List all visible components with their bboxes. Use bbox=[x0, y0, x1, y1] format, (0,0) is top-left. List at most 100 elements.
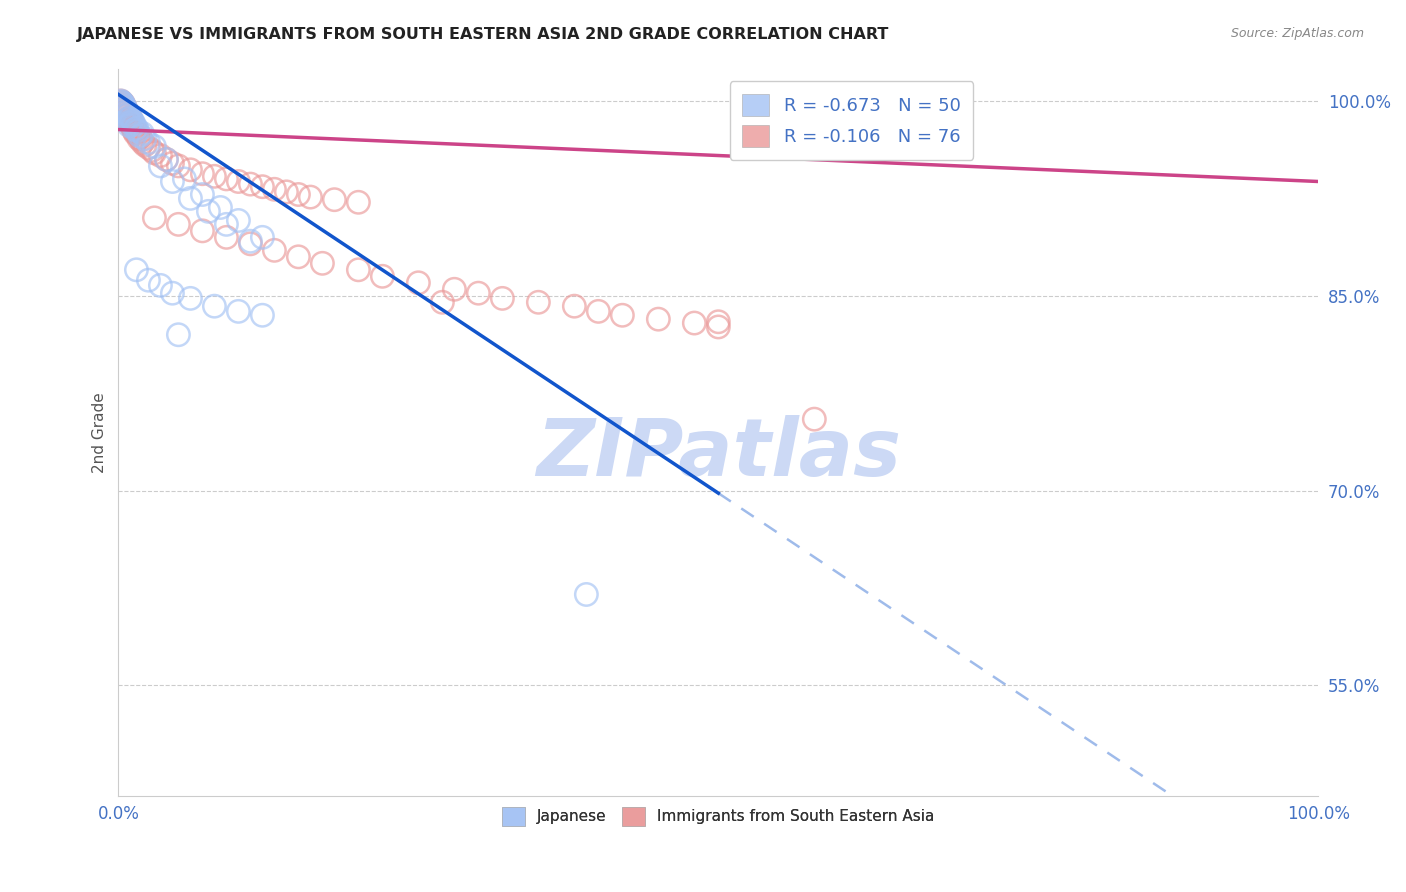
Point bbox=[149, 148, 172, 162]
Point bbox=[115, 104, 138, 119]
Point bbox=[125, 262, 148, 277]
Point bbox=[707, 320, 730, 334]
Point bbox=[118, 110, 141, 124]
Point bbox=[167, 218, 190, 232]
Point bbox=[125, 125, 148, 139]
Text: ZIPatlas: ZIPatlas bbox=[536, 415, 901, 493]
Point bbox=[131, 136, 153, 150]
Point bbox=[129, 130, 152, 145]
Point bbox=[252, 308, 274, 322]
Point bbox=[155, 153, 177, 167]
Point bbox=[162, 156, 184, 170]
Point bbox=[179, 292, 201, 306]
Point bbox=[647, 312, 669, 326]
Point bbox=[311, 256, 333, 270]
Point bbox=[612, 308, 634, 322]
Point bbox=[114, 105, 136, 120]
Point bbox=[114, 102, 136, 116]
Point bbox=[299, 190, 322, 204]
Point bbox=[252, 230, 274, 244]
Point bbox=[122, 117, 145, 131]
Point bbox=[117, 112, 139, 127]
Point bbox=[121, 115, 143, 129]
Point bbox=[347, 195, 370, 210]
Point bbox=[129, 129, 152, 144]
Point bbox=[112, 100, 135, 114]
Y-axis label: 2nd Grade: 2nd Grade bbox=[93, 392, 107, 473]
Point bbox=[115, 104, 138, 119]
Point bbox=[114, 103, 136, 117]
Point bbox=[120, 111, 142, 125]
Point bbox=[707, 315, 730, 329]
Point bbox=[209, 201, 232, 215]
Point bbox=[467, 286, 489, 301]
Point bbox=[121, 119, 143, 133]
Point bbox=[263, 182, 285, 196]
Point bbox=[138, 273, 160, 287]
Point bbox=[112, 100, 135, 114]
Point bbox=[228, 213, 250, 227]
Point bbox=[111, 98, 134, 112]
Point bbox=[215, 218, 238, 232]
Point bbox=[131, 127, 153, 141]
Point bbox=[117, 112, 139, 127]
Point bbox=[129, 133, 152, 147]
Point bbox=[121, 115, 143, 129]
Point bbox=[287, 250, 309, 264]
Point bbox=[111, 95, 134, 110]
Point bbox=[122, 120, 145, 134]
Point bbox=[191, 187, 214, 202]
Point bbox=[114, 105, 136, 120]
Point bbox=[114, 103, 136, 117]
Point bbox=[239, 234, 262, 248]
Point bbox=[263, 244, 285, 258]
Point bbox=[121, 113, 143, 128]
Point bbox=[149, 278, 172, 293]
Point bbox=[112, 96, 135, 111]
Point bbox=[204, 169, 226, 184]
Point bbox=[120, 111, 142, 125]
Point bbox=[118, 113, 141, 128]
Point bbox=[239, 177, 262, 191]
Point bbox=[128, 131, 150, 145]
Point bbox=[239, 236, 262, 251]
Point bbox=[215, 172, 238, 186]
Text: Source: ZipAtlas.com: Source: ZipAtlas.com bbox=[1230, 27, 1364, 40]
Point bbox=[564, 299, 586, 313]
Point bbox=[167, 159, 190, 173]
Point bbox=[111, 95, 134, 110]
Point bbox=[149, 159, 172, 173]
Point bbox=[114, 102, 136, 116]
Point bbox=[228, 304, 250, 318]
Point bbox=[110, 94, 132, 108]
Point bbox=[143, 211, 166, 225]
Point bbox=[124, 127, 146, 141]
Point bbox=[371, 269, 394, 284]
Point bbox=[252, 179, 274, 194]
Point bbox=[111, 98, 134, 112]
Point bbox=[115, 108, 138, 122]
Point bbox=[117, 107, 139, 121]
Point bbox=[491, 292, 513, 306]
Point bbox=[323, 193, 346, 207]
Point bbox=[588, 304, 610, 318]
Point bbox=[443, 282, 465, 296]
Point bbox=[124, 122, 146, 136]
Point bbox=[134, 131, 156, 145]
Point bbox=[134, 138, 156, 153]
Point bbox=[228, 174, 250, 188]
Point bbox=[120, 116, 142, 130]
Point bbox=[117, 107, 139, 121]
Point bbox=[114, 99, 136, 113]
Point bbox=[121, 117, 143, 131]
Legend: Japanese, Immigrants from South Eastern Asia: Japanese, Immigrants from South Eastern … bbox=[496, 801, 941, 831]
Point bbox=[143, 139, 166, 153]
Point bbox=[215, 230, 238, 244]
Point bbox=[179, 191, 201, 205]
Point bbox=[143, 145, 166, 160]
Point bbox=[527, 295, 550, 310]
Point bbox=[162, 286, 184, 301]
Point bbox=[114, 99, 136, 113]
Point bbox=[127, 128, 149, 142]
Point bbox=[120, 116, 142, 130]
